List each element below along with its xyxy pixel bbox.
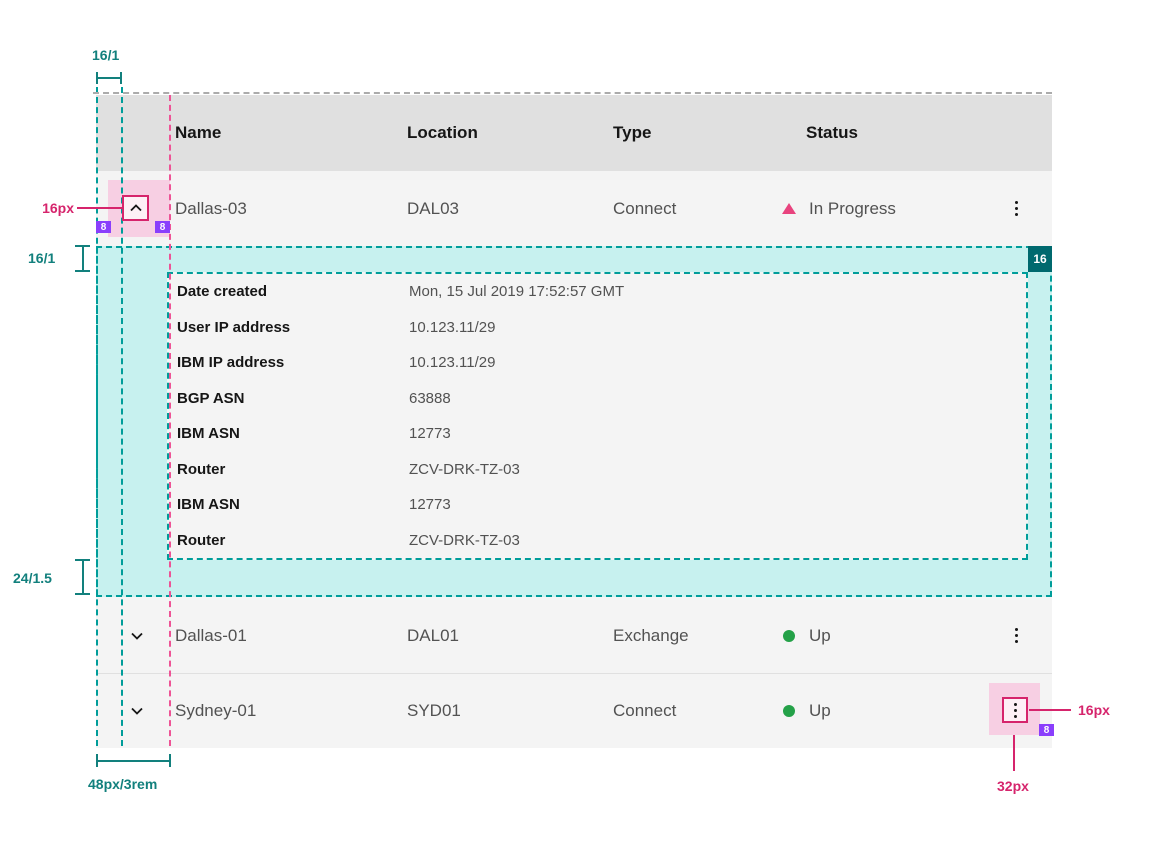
detail-label: Router bbox=[177, 531, 226, 549]
annotation-top-offset-token: 16/1 bbox=[92, 47, 120, 63]
annotation-overflow-icon-size: 16px bbox=[1078, 702, 1110, 718]
overflow-menu-icon bbox=[1014, 201, 1018, 216]
expanded-panel-content: Date created Mon, 15 Jul 2019 17:52:57 G… bbox=[167, 272, 1028, 560]
annotation-expand-icon-size: 16px bbox=[42, 200, 74, 216]
callout-line-overflow-target bbox=[1013, 735, 1015, 771]
cell-name: Dallas-03 bbox=[175, 198, 247, 218]
callout-line-overflow-icon bbox=[1029, 709, 1071, 711]
header-status: Status bbox=[806, 123, 858, 142]
measure-ibeam-cap bbox=[75, 270, 90, 272]
measure-ibeam-cap bbox=[75, 593, 90, 595]
cell-status: Up bbox=[779, 701, 980, 721]
detail-row: BGP ASN 63888 bbox=[169, 381, 1026, 417]
vertical-guide-teal-right bbox=[121, 87, 123, 746]
measure-bracket-cap bbox=[96, 754, 98, 767]
chevron-up-icon bbox=[129, 204, 142, 212]
detail-value: Mon, 15 Jul 2019 17:52:57 GMT bbox=[409, 283, 625, 301]
detail-row: IBM ASN 12773 bbox=[169, 416, 1026, 452]
measure-ibeam bbox=[82, 561, 84, 595]
cell-status: In Progress bbox=[779, 199, 980, 219]
detail-label: IBM ASN bbox=[177, 496, 240, 514]
detail-label: BGP ASN bbox=[177, 389, 245, 407]
overflow-menu-button[interactable] bbox=[1002, 697, 1028, 723]
horizontal-guide-table-top bbox=[93, 92, 1052, 94]
status-in-progress-triangle-icon bbox=[782, 203, 796, 214]
detail-label: IBM IP address bbox=[177, 354, 285, 372]
status-up-dot-icon bbox=[782, 705, 796, 717]
chevron-down-icon bbox=[131, 707, 143, 715]
status-label: Up bbox=[809, 701, 831, 720]
measure-ibeam-cap bbox=[75, 559, 90, 561]
detail-row: Router ZCV-DRK-TZ-03 bbox=[169, 452, 1026, 488]
annotation-expand-column-width: 48px/3rem bbox=[88, 776, 158, 792]
measure-bracket-bottom bbox=[97, 760, 171, 762]
measure-ibeam-cap bbox=[75, 245, 90, 247]
detail-value: ZCV-DRK-TZ-03 bbox=[409, 531, 520, 549]
header-location: Location bbox=[407, 123, 478, 142]
detail-row: IBM IP address 10.123.11/29 bbox=[169, 345, 1026, 381]
vertical-guide-pink-text-margin bbox=[169, 95, 171, 746]
table-row: Dallas-03 DAL03 Connect In Progress bbox=[96, 171, 1052, 246]
table-header-row: Name Location Type Status bbox=[96, 95, 1052, 171]
detail-label: IBM ASN bbox=[177, 425, 240, 443]
cell-status: Up bbox=[779, 626, 980, 646]
cell-name: Dallas-01 bbox=[175, 625, 247, 645]
cell-type: Connect bbox=[613, 198, 677, 218]
detail-value: 12773 bbox=[409, 496, 451, 514]
annotation-panel-bottom-token: 24/1.5 bbox=[13, 570, 52, 586]
overflow-menu-icon bbox=[1013, 702, 1017, 718]
detail-row: IBM ASN 12773 bbox=[169, 487, 1026, 523]
spacing-8-badge: 8 bbox=[155, 221, 170, 233]
detail-value: ZCV-DRK-TZ-03 bbox=[409, 460, 520, 478]
detail-value: 10.123.11/29 bbox=[409, 354, 496, 372]
overflow-menu-button[interactable] bbox=[980, 598, 1052, 673]
vertical-guide-teal-left bbox=[96, 87, 98, 746]
header-name: Name bbox=[175, 123, 222, 142]
annotation-panel-top-token: 16/1 bbox=[28, 250, 56, 266]
status-label: Up bbox=[809, 625, 831, 645]
callout-line-expand-icon bbox=[77, 207, 123, 209]
detail-value: 12773 bbox=[409, 425, 451, 443]
header-type: Type bbox=[613, 123, 652, 142]
detail-value: 10.123.11/29 bbox=[409, 318, 496, 336]
expand-row-button[interactable] bbox=[96, 598, 175, 673]
cell-type: Connect bbox=[613, 701, 677, 720]
chevron-down-icon bbox=[131, 632, 143, 640]
cell-location: SYD01 bbox=[407, 701, 461, 720]
detail-label: User IP address bbox=[177, 318, 291, 336]
measure-ibeam bbox=[82, 247, 84, 272]
detail-value: 63888 bbox=[409, 389, 451, 407]
annotation-overflow-target-size: 32px bbox=[997, 778, 1029, 794]
spacing-8-badge: 8 bbox=[96, 221, 111, 233]
cell-name: Sydney-01 bbox=[175, 701, 257, 720]
table-row: Dallas-01 DAL01 Exchange Up bbox=[96, 598, 1052, 673]
overflow-menu-button[interactable] bbox=[980, 171, 1052, 246]
measure-bracket-cap bbox=[169, 754, 171, 767]
detail-row: Router ZCV-DRK-TZ-03 bbox=[169, 523, 1026, 559]
cell-location: DAL01 bbox=[407, 625, 459, 645]
measure-bracket-cap bbox=[96, 72, 98, 84]
measure-bracket-top bbox=[97, 77, 122, 79]
overflow-menu-icon bbox=[1014, 628, 1018, 643]
spacing-8-badge: 8 bbox=[1039, 724, 1054, 736]
expand-row-button[interactable] bbox=[122, 195, 149, 221]
status-label: In Progress bbox=[809, 198, 896, 218]
detail-label: Router bbox=[177, 460, 226, 478]
measure-bracket-cap bbox=[120, 72, 122, 84]
padding-16-badge: 16 bbox=[1028, 246, 1052, 272]
cell-location: DAL03 bbox=[407, 198, 459, 218]
expand-row-button[interactable] bbox=[96, 674, 175, 748]
table-row: Sydney-01 SYD01 Connect Up bbox=[96, 673, 1052, 748]
detail-label: Date created bbox=[177, 283, 268, 301]
cell-type: Exchange bbox=[613, 625, 689, 645]
detail-row: Date created Mon, 15 Jul 2019 17:52:57 G… bbox=[169, 274, 1026, 310]
detail-row: User IP address 10.123.11/29 bbox=[169, 310, 1026, 346]
status-up-dot-icon bbox=[782, 629, 796, 642]
